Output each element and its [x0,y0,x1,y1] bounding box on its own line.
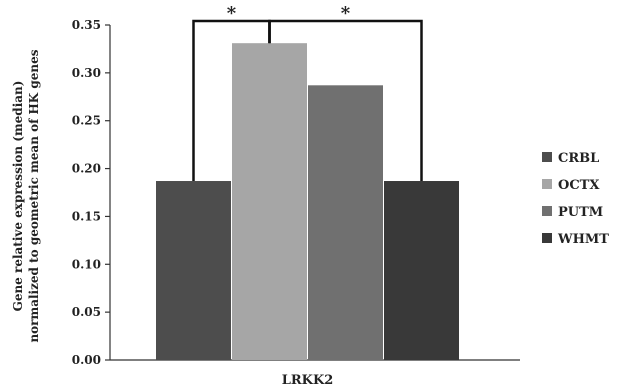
x-category-label: LRKK2 [282,373,334,388]
y-tick-label: 0.20 [72,162,101,176]
significance-star: * [341,3,351,24]
y-tick-label: 0.15 [72,209,101,223]
significance-brackets: * * [192,3,423,182]
bar-octx [232,43,307,360]
y-tick-label: 0.35 [72,18,101,32]
legend-label-octx: OCTX [558,178,600,193]
legend-swatch-octx [542,179,552,189]
y-tick-label: 0.10 [72,257,101,271]
legend-swatch-putm [542,206,552,216]
y-axis-label-line-1: Gene relative expression (median) [11,81,25,312]
y-tick-label: 0.05 [72,305,101,319]
legend-label-crbl: CRBL [558,151,599,166]
legend-swatch-whmt [542,233,552,243]
significance-star: * [227,3,237,24]
y-tick-label: 0.30 [72,66,101,80]
legend-swatch-crbl [542,152,552,162]
bar-crbl [156,181,231,360]
y-axis-label-line-2: normalized to geometric mean of HK genes [27,49,41,342]
y-tick-label: 0.25 [72,114,101,128]
legend-label-whmt: WHMT [557,232,609,247]
legend: CRBL OCTX PUTM WHMT [542,151,609,247]
bar-whmt [384,181,459,360]
legend-label-putm: PUTM [558,205,603,220]
bars [156,43,459,361]
bar-putm [308,85,383,361]
y-tick-label: 0.00 [72,353,101,367]
